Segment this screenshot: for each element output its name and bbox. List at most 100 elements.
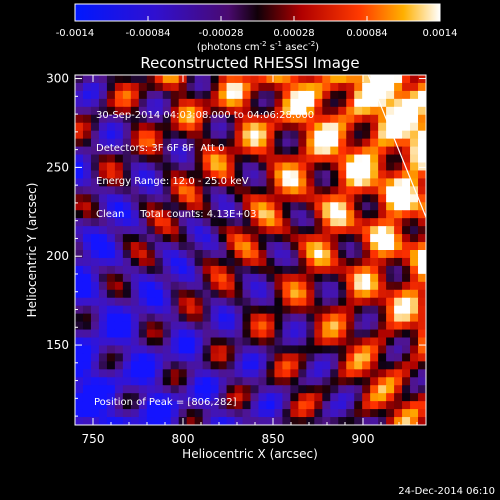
heatmap-cell [122,114,132,124]
heatmap-cell [186,289,196,299]
heatmap-cell [82,154,92,164]
heatmap-cell [298,329,307,339]
heatmap-cell [178,377,188,386]
heatmap-cell [386,273,395,283]
heatmap-cell [378,345,387,354]
heatmap-cell [306,170,315,179]
heatmap-cell [138,393,148,402]
heatmap-cell [346,297,355,307]
heatmap-cell [282,417,291,425]
heatmap-cell [98,130,108,140]
heatmap-cell [346,321,355,331]
heatmap-cell [82,82,92,92]
heatmap-cell [178,234,188,243]
heatmap-cell [258,409,268,418]
heatmap-cell [218,409,228,418]
heatmap-cell [250,114,260,124]
heatmap-cell [298,313,307,323]
heatmap-cell [162,401,172,410]
heatmap-cell [282,377,291,386]
heatmap-cell [250,305,260,315]
heatmap-cell [122,122,132,132]
heatmap-cell [98,98,108,108]
heatmap-cell [138,345,148,354]
heatmap-cell [194,417,204,425]
heatmap-cell [386,345,395,354]
heatmap-cell [290,273,299,283]
heatmap-cell [402,369,411,378]
heatmap-cell [82,329,92,339]
heatmap-cell [146,154,156,164]
heatmap-cell [154,313,164,323]
heatmap-cell [258,114,268,124]
heatmap-cell [314,82,323,92]
heatmap-cell [178,178,188,187]
heatmap-cell [90,162,100,172]
heatmap-cell [162,75,172,84]
heatmap-cell [242,82,252,92]
heatmap-cell [90,353,100,362]
heatmap-cell [378,281,387,291]
heatmap-cell [98,393,108,402]
heatmap-cell [362,265,371,275]
heatmap-cell [394,257,403,267]
heatmap-cell [170,401,180,410]
heatmap-cell [226,289,236,299]
heatmap-cell [178,337,188,347]
heatmap-cell [250,289,260,299]
heatmap-cell [114,329,124,339]
heatmap-cell [146,202,156,211]
heatmap-cell [210,130,220,140]
heatmap-cell [138,170,148,179]
heatmap-cell [346,337,355,347]
heatmap-cell [394,186,403,195]
heatmap-cell [106,305,116,315]
heatmap-cell [114,250,124,259]
heatmap-cell [402,257,411,267]
heatmap-cell [98,329,108,339]
heatmap-cell [178,329,188,339]
heatmap-cell [186,329,196,339]
heatmap-cell [186,98,196,108]
heatmap-cell [290,122,299,132]
heatmap-cell [290,385,299,394]
heatmap-cell [298,170,307,179]
heatmap-cell [370,202,379,211]
heatmap-cell [410,170,419,179]
heatmap-cell [346,345,355,354]
heatmap-cell [298,146,307,156]
heatmap-cell [298,353,307,362]
heatmap-cell [290,106,299,116]
heatmap-cell [282,122,291,132]
heatmap-cell [386,250,395,259]
heatmap-cell [354,385,363,394]
heatmap-cell [314,106,323,116]
heatmap-cell [306,202,315,211]
heatmap-cell [234,106,244,116]
heatmap-cell [306,345,315,354]
heatmap-cell [258,385,268,394]
heatmap-cell [298,345,307,354]
heatmap-cell [210,409,220,418]
heatmap-cell [146,75,156,84]
heatmap-cell [370,106,379,116]
heatmap-cell [178,162,188,172]
heatmap-cell [362,393,371,402]
heatmap-cell [370,234,379,243]
heatmap-cell [218,305,228,315]
heatmap-cell [122,329,132,339]
heatmap-cell [274,369,284,378]
heatmap-cell [226,353,236,362]
heatmap-cell [266,401,276,410]
heatmap-cell [266,138,276,148]
heatmap-cell [202,297,212,307]
heatmap-cell [186,345,196,354]
heatmap-cell [418,170,426,179]
heatmap-cell [138,281,148,291]
heatmap-cell [306,210,315,219]
heatmap-cell [130,90,140,100]
heatmap-cell [186,114,196,124]
heatmap-cell [178,273,188,283]
heatmap-cell [218,194,228,203]
heatmap-cell [162,186,172,195]
